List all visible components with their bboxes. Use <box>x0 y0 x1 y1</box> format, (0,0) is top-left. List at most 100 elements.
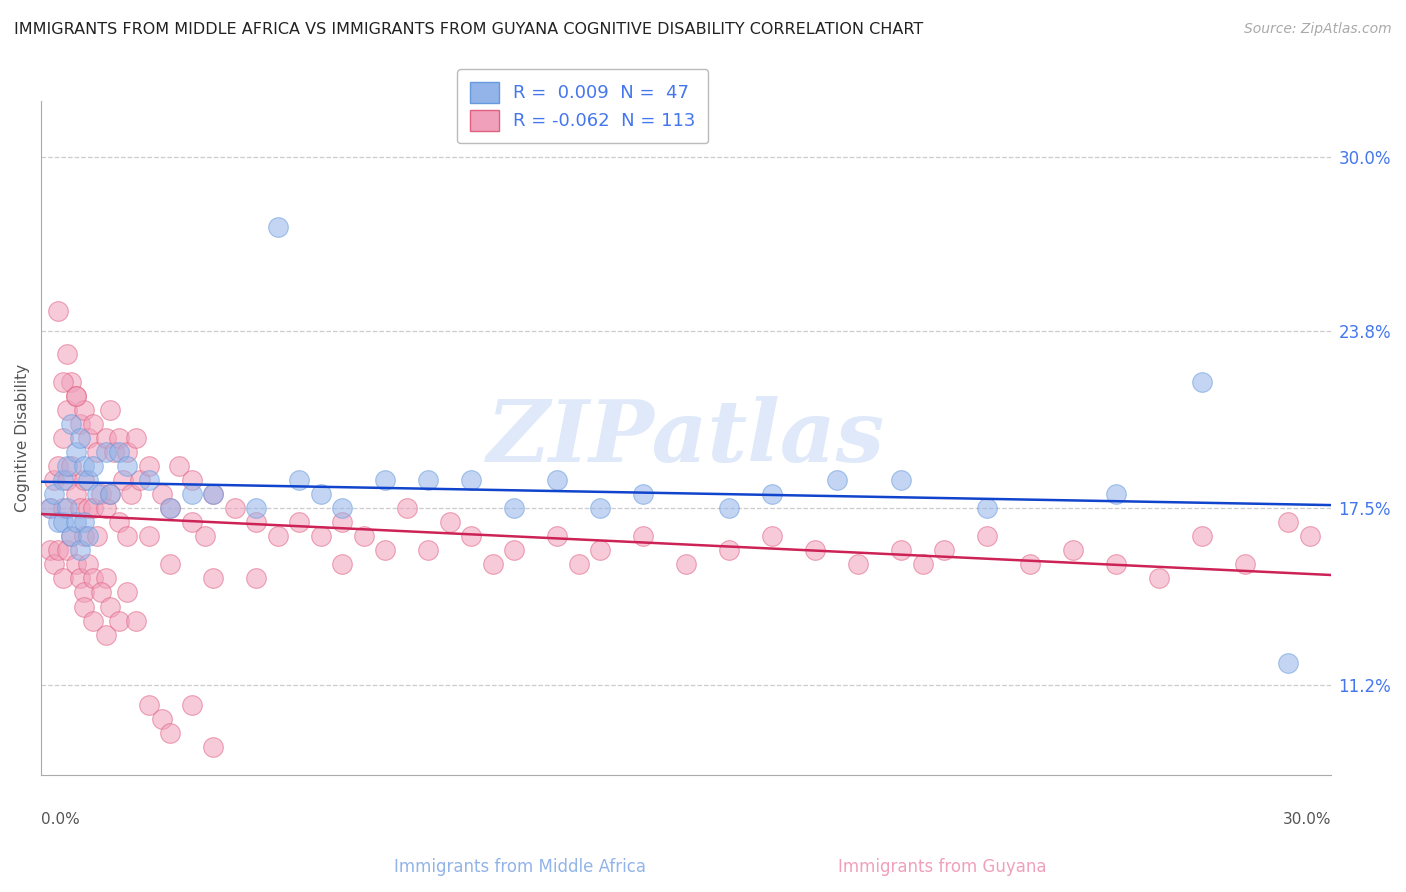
Point <box>481 558 503 572</box>
Point <box>202 571 225 585</box>
Point <box>395 501 418 516</box>
Point <box>60 417 83 431</box>
Point <box>1062 543 1084 558</box>
Point <box>86 487 108 501</box>
Point <box>288 515 311 529</box>
Point <box>52 431 75 445</box>
Point <box>65 487 87 501</box>
Point <box>1019 558 1042 572</box>
Point <box>69 417 91 431</box>
Point <box>1277 515 1299 529</box>
Point <box>69 501 91 516</box>
Point <box>503 501 526 516</box>
Point <box>107 431 129 445</box>
Point <box>107 445 129 459</box>
Point <box>589 543 612 558</box>
Point <box>60 375 83 389</box>
Point <box>82 614 104 628</box>
Point <box>69 431 91 445</box>
Point <box>1149 571 1171 585</box>
Point <box>52 515 75 529</box>
Point <box>73 515 96 529</box>
Point <box>65 389 87 403</box>
Point <box>73 529 96 543</box>
Point <box>111 473 134 487</box>
Point <box>125 614 148 628</box>
Point <box>129 473 152 487</box>
Point <box>330 558 353 572</box>
Point <box>60 458 83 473</box>
Point <box>1105 487 1128 501</box>
Point <box>266 220 288 235</box>
Point <box>73 402 96 417</box>
Point <box>589 501 612 516</box>
Point <box>138 458 160 473</box>
Point <box>353 529 375 543</box>
Point <box>94 445 117 459</box>
Point <box>202 487 225 501</box>
Point <box>934 543 956 558</box>
Point <box>180 487 202 501</box>
Point <box>52 571 75 585</box>
Point <box>56 346 79 360</box>
Point <box>150 712 173 726</box>
Point <box>52 473 75 487</box>
Point <box>65 389 87 403</box>
Point <box>1105 558 1128 572</box>
Point <box>150 487 173 501</box>
Point <box>94 501 117 516</box>
Point <box>65 515 87 529</box>
Point <box>115 445 138 459</box>
Point <box>73 585 96 599</box>
Point <box>56 402 79 417</box>
Point <box>159 558 181 572</box>
Point <box>1191 375 1213 389</box>
Point <box>86 529 108 543</box>
Point <box>138 473 160 487</box>
Point <box>42 473 65 487</box>
Point <box>546 529 568 543</box>
Point <box>98 487 121 501</box>
Point <box>631 487 654 501</box>
Point <box>167 458 190 473</box>
Point <box>266 529 288 543</box>
Point <box>46 304 69 318</box>
Point <box>976 529 998 543</box>
Point <box>115 458 138 473</box>
Point <box>98 487 121 501</box>
Point <box>46 515 69 529</box>
Point <box>60 529 83 543</box>
Point <box>107 614 129 628</box>
Point <box>77 529 100 543</box>
Point <box>1277 656 1299 670</box>
Point <box>374 473 396 487</box>
Text: ZIPatlas: ZIPatlas <box>486 396 886 480</box>
Point <box>180 515 202 529</box>
Point <box>82 458 104 473</box>
Point <box>418 543 440 558</box>
Point <box>503 543 526 558</box>
Point <box>825 473 848 487</box>
Point <box>90 585 112 599</box>
Point <box>56 473 79 487</box>
Point <box>193 529 215 543</box>
Point <box>460 473 482 487</box>
Point <box>82 571 104 585</box>
Point <box>890 473 912 487</box>
Point <box>804 543 827 558</box>
Point <box>90 487 112 501</box>
Point <box>418 473 440 487</box>
Point <box>38 543 60 558</box>
Point <box>46 458 69 473</box>
Point <box>77 473 100 487</box>
Point <box>56 501 79 516</box>
Point <box>1299 529 1322 543</box>
Point <box>374 543 396 558</box>
Text: Immigrants from Guyana: Immigrants from Guyana <box>838 858 1046 876</box>
Point <box>631 529 654 543</box>
Point <box>73 473 96 487</box>
Point <box>159 501 181 516</box>
Point <box>82 501 104 516</box>
Text: 0.0%: 0.0% <box>41 813 80 827</box>
Point <box>288 473 311 487</box>
